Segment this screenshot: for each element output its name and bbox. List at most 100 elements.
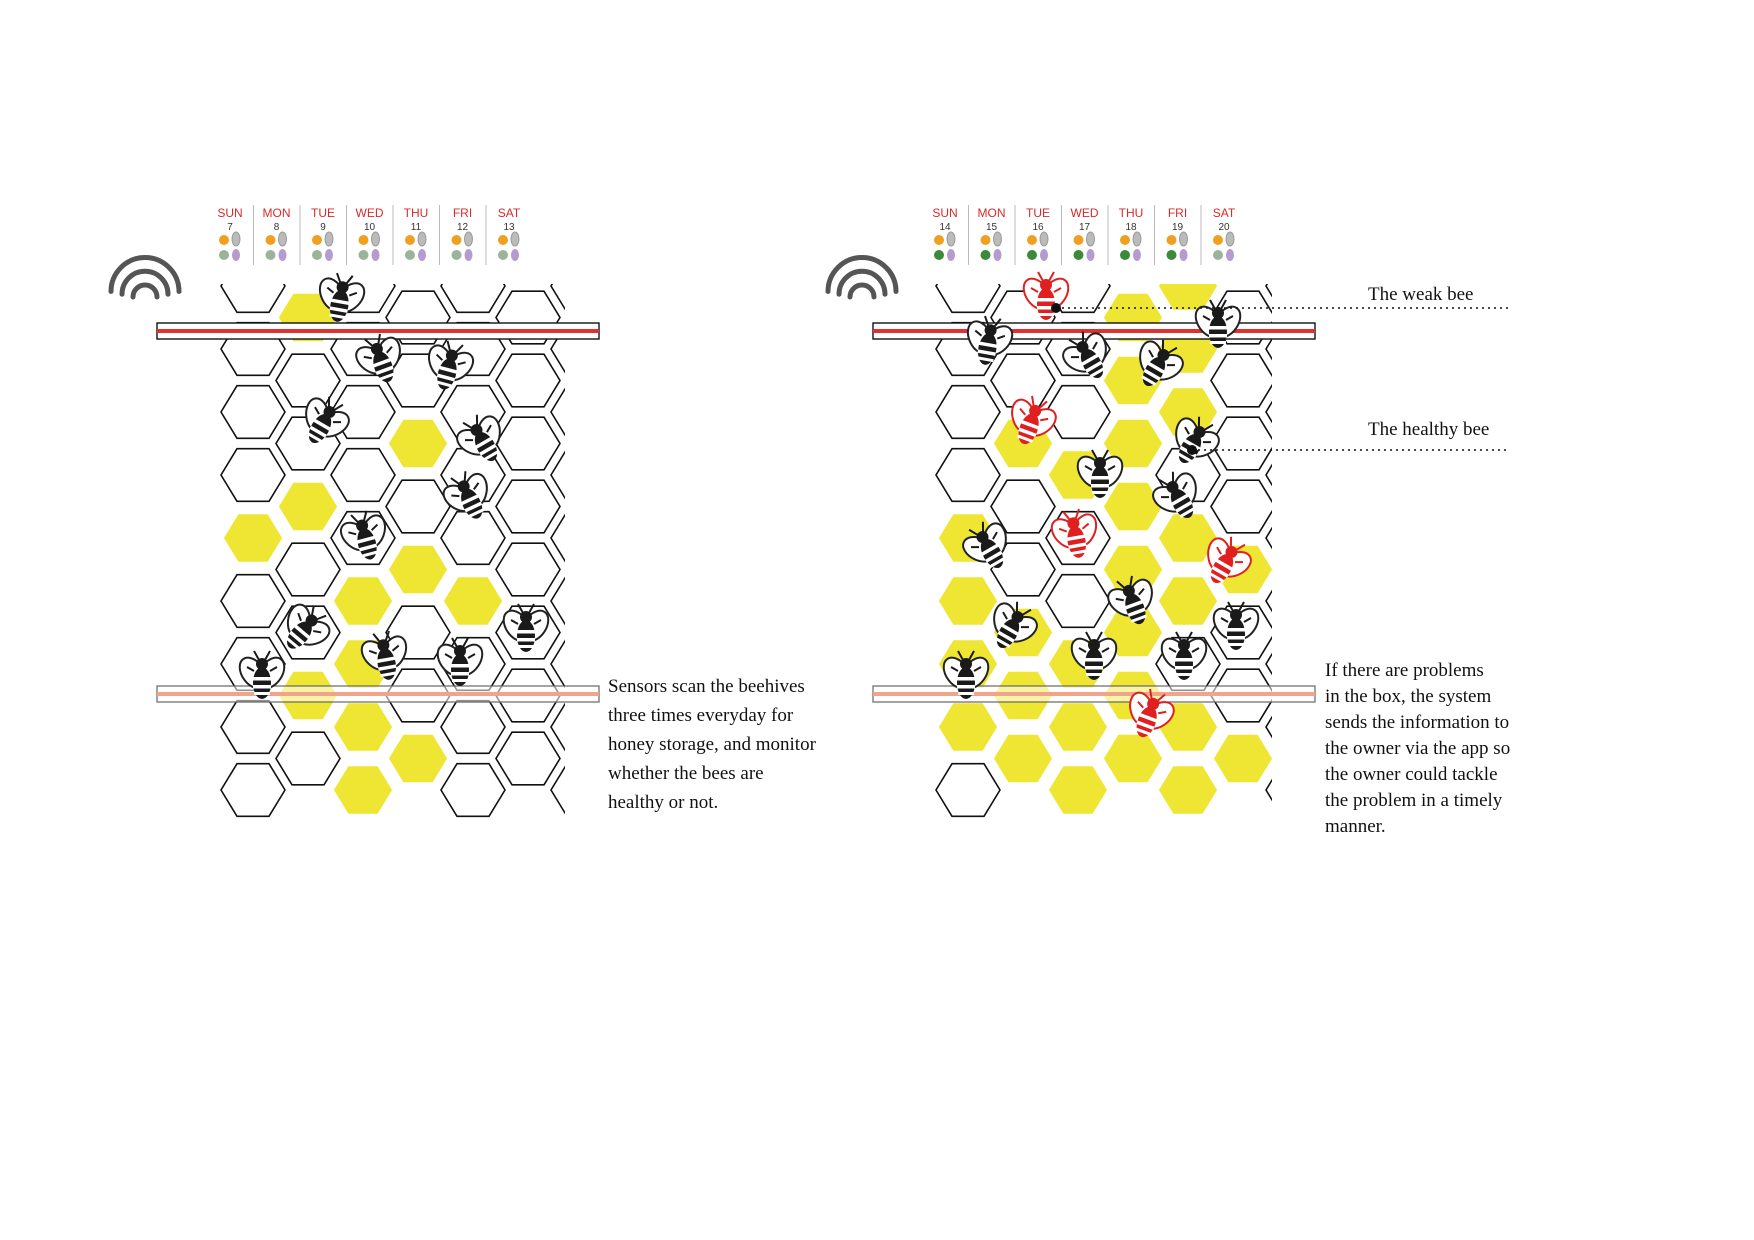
- calendar-day-name: SAT: [498, 206, 521, 220]
- honey-cell: [1265, 463, 1272, 487]
- honey-cell: [1210, 353, 1272, 408]
- larva-icon: [1040, 249, 1048, 261]
- wing-icon: [946, 231, 956, 247]
- panel-1: SUN 7 MON 8 TUE 9 WED 10 THU 11 FRI 12 SAT 13: [108, 205, 600, 819]
- honey-cell: [935, 762, 1001, 818]
- honeycomb: [218, 284, 565, 819]
- description-line: whether the bees are: [608, 763, 764, 784]
- honey-cell: [220, 447, 286, 503]
- food-icon: [1073, 250, 1084, 260]
- larva-icon: [1179, 249, 1188, 261]
- honey-cell: [275, 731, 341, 786]
- wing-icon: [417, 231, 427, 247]
- honey-cell: [1265, 526, 1272, 550]
- calendar-day-tue: TUE 9: [299, 205, 335, 265]
- flower-icon: [1120, 235, 1130, 245]
- honey-cell: [1265, 715, 1272, 739]
- honey-cell: [550, 450, 565, 500]
- larva-icon: [278, 249, 287, 261]
- calendar-day-name: FRI: [453, 206, 472, 220]
- top-sensor-line: [873, 329, 1315, 333]
- calendar-date: 15: [986, 222, 998, 233]
- honey-cell: [550, 765, 565, 815]
- honey-cell: [933, 698, 1003, 756]
- food-icon: [934, 250, 944, 260]
- food-icon: [451, 250, 462, 260]
- honey-cell: [935, 447, 1001, 503]
- weak-bee-label: The weak bee: [1368, 284, 1474, 305]
- calendar-day-wed: WED 17: [1061, 205, 1099, 265]
- calendar-day-name: MON: [263, 206, 291, 220]
- calendar-day-name: WED: [1071, 206, 1099, 220]
- healthy-bee-label: The healthy bee: [1368, 419, 1490, 440]
- panel-2: SUN 14 MON 15 TUE 16 WED 17 THU 18 FRI 19 SAT 20: [825, 205, 1508, 819]
- description-line: honey storage, and monitor: [608, 734, 816, 755]
- honey-cell: [550, 513, 565, 563]
- honey-cell: [440, 510, 506, 566]
- honey-cell: [275, 353, 341, 408]
- food-icon: [1027, 250, 1037, 260]
- calendar-day-name: SUN: [932, 206, 957, 220]
- description-line: three times everyday for: [608, 705, 794, 726]
- honey-cell: [988, 729, 1058, 788]
- flower-icon: [405, 235, 415, 245]
- honey-cell: [220, 284, 286, 314]
- weekly-calendar: SUN 7 MON 8 TUE 9 WED 10 THU 11 FRI 12 SAT 13: [217, 205, 521, 265]
- honey-cell: [330, 447, 396, 503]
- honey-cell: [1153, 572, 1223, 630]
- calendar-day-mon: MON 8: [253, 205, 291, 265]
- scan-sensor-line: [157, 692, 599, 696]
- honey-cell: [1208, 729, 1272, 788]
- calendar-day-name: SUN: [217, 206, 242, 220]
- honey-cell: [440, 762, 506, 818]
- calendar-day-wed: WED 10: [346, 205, 384, 265]
- top-sensor-line: [157, 329, 599, 333]
- calendar-date: 7: [227, 222, 233, 233]
- calendar-date: 19: [1172, 222, 1184, 233]
- calendar-date: 18: [1125, 222, 1137, 233]
- description-line: healthy or not.: [608, 792, 719, 813]
- calendar-day-sat: SAT 13: [485, 205, 521, 265]
- wing-icon: [1225, 231, 1235, 247]
- calendar-day-fri: FRI 12: [439, 205, 473, 265]
- food-icon: [312, 250, 322, 260]
- calendar-day-thu: THU 18: [1107, 205, 1143, 265]
- honey-cell: [495, 416, 561, 471]
- honey-cell: [1098, 477, 1168, 536]
- honey-cell: [1210, 416, 1272, 471]
- larva-icon: [418, 249, 426, 261]
- flower-icon: [358, 235, 369, 245]
- honey-cell: [383, 540, 453, 599]
- larva-icon: [464, 249, 473, 261]
- larva-icon: [325, 249, 333, 261]
- food-icon: [1166, 250, 1177, 260]
- honey-cell: [495, 479, 561, 534]
- honey-cell: [328, 761, 398, 819]
- honey-cell: [495, 542, 561, 597]
- larva-icon: [1086, 249, 1095, 261]
- food-icon: [498, 250, 508, 260]
- wing-icon: [231, 231, 241, 247]
- food-icon: [405, 250, 415, 260]
- honey-cell: [440, 284, 506, 314]
- description-line: the owner could tackle: [1325, 764, 1498, 785]
- larva-icon: [993, 249, 1002, 261]
- description-line: Sensors scan the beehives: [608, 676, 805, 697]
- calendar-day-name: THU: [404, 206, 429, 220]
- honey-cell: [1043, 761, 1113, 819]
- calendar-day-sun: SUN 7: [217, 206, 243, 261]
- food-icon: [980, 250, 991, 260]
- calendar-date: 13: [503, 222, 515, 233]
- honey-cell: [990, 542, 1056, 597]
- food-icon: [219, 250, 229, 260]
- honey-cell: [220, 762, 286, 818]
- calendar-day-tue: TUE 16: [1014, 205, 1050, 265]
- description-line: in the box, the system: [1325, 686, 1492, 707]
- food-icon: [1120, 250, 1130, 260]
- honey-cell: [328, 572, 398, 630]
- honey-cell: [550, 284, 565, 311]
- flower-icon: [1027, 235, 1037, 245]
- honey-cell: [1045, 573, 1111, 629]
